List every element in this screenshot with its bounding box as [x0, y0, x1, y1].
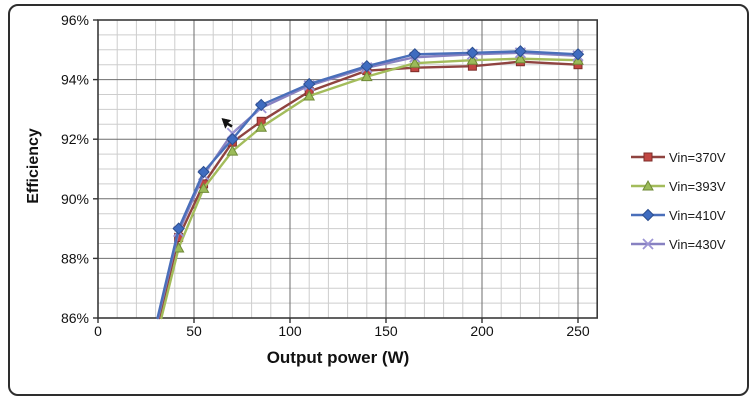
y-axis-title: Efficiency: [25, 128, 42, 204]
series-line-vin-370v: [158, 60, 580, 320]
x-axis-title: Output power (W): [266, 348, 410, 367]
legend-item-vin-410v: Vin=410V: [630, 207, 726, 223]
marker-diamond-icon: [514, 45, 527, 58]
marker-triangle-icon: [255, 121, 268, 132]
marker-triangle-icon: [226, 145, 239, 156]
marker-diamond-icon: [302, 77, 316, 91]
marker-diamond-icon: [466, 46, 479, 59]
y-tick-label: 86%: [61, 310, 89, 326]
legend-marker-shape: [641, 208, 655, 222]
y-tick-label: 94%: [61, 72, 89, 88]
y-tick-label: 96%: [61, 12, 89, 28]
marker-diamond-icon: [172, 222, 185, 235]
legend-label: Vin=410V: [669, 207, 726, 223]
legend-label: Vin=393V: [669, 178, 726, 194]
marker-diamond-icon: [197, 165, 210, 179]
series-line-vin-410v: [156, 50, 580, 320]
x-tick-label: 50: [186, 323, 202, 339]
marker-triangle-icon: [303, 89, 316, 101]
marker-diamond-icon: [360, 59, 374, 73]
marker-triangle-icon: [514, 52, 527, 64]
marker-triangle-icon: [172, 241, 185, 253]
legend-marker-shape: [642, 238, 654, 250]
marker-triangle-icon: [197, 182, 210, 193]
legend-marker-shape: [643, 152, 653, 162]
x-tick-label: 150: [374, 323, 398, 339]
legend-item-vin-430v: Vin=430V: [630, 236, 726, 252]
marker-triangle-icon: [408, 57, 421, 68]
y-tick-label: 90%: [61, 191, 89, 207]
x-tick-label: 100: [278, 323, 302, 339]
legend-item-vin-370v: Vin=370V: [630, 149, 726, 165]
legend-marker-triangle-icon: [631, 179, 665, 191]
y-tick-label: 88%: [61, 250, 89, 266]
series-line-vin-393v: [160, 57, 580, 320]
mouse-cursor-icon: [221, 117, 233, 129]
x-tick-label: 250: [566, 323, 590, 339]
x-tick-label: 0: [94, 323, 102, 339]
marker-diamond-icon: [226, 132, 239, 146]
legend-marker-x-icon: [631, 238, 665, 250]
marker-diamond-icon: [571, 48, 585, 61]
y-tick-label: 92%: [61, 131, 89, 147]
legend-marker-diamond-icon: [631, 208, 665, 222]
legend-label: Vin=370V: [669, 149, 726, 165]
marker-diamond-icon: [408, 48, 422, 61]
legend-marker-shape: [642, 179, 654, 191]
marker-triangle-icon: [360, 70, 373, 82]
legend-label: Vin=430V: [669, 236, 726, 252]
legend-marker-square-icon: [631, 152, 665, 162]
plot-area-border: [97, 19, 599, 319]
chart-legend: Vin=370V Vin=393V Vin=410V Vin=430V: [630, 150, 726, 266]
marker-diamond-icon: [254, 98, 268, 112]
series-line-vin-430v: [156, 51, 580, 320]
legend-item-vin-393v: Vin=393V: [630, 178, 726, 194]
x-tick-label: 200: [470, 323, 494, 339]
marker-triangle-icon: [466, 54, 479, 65]
